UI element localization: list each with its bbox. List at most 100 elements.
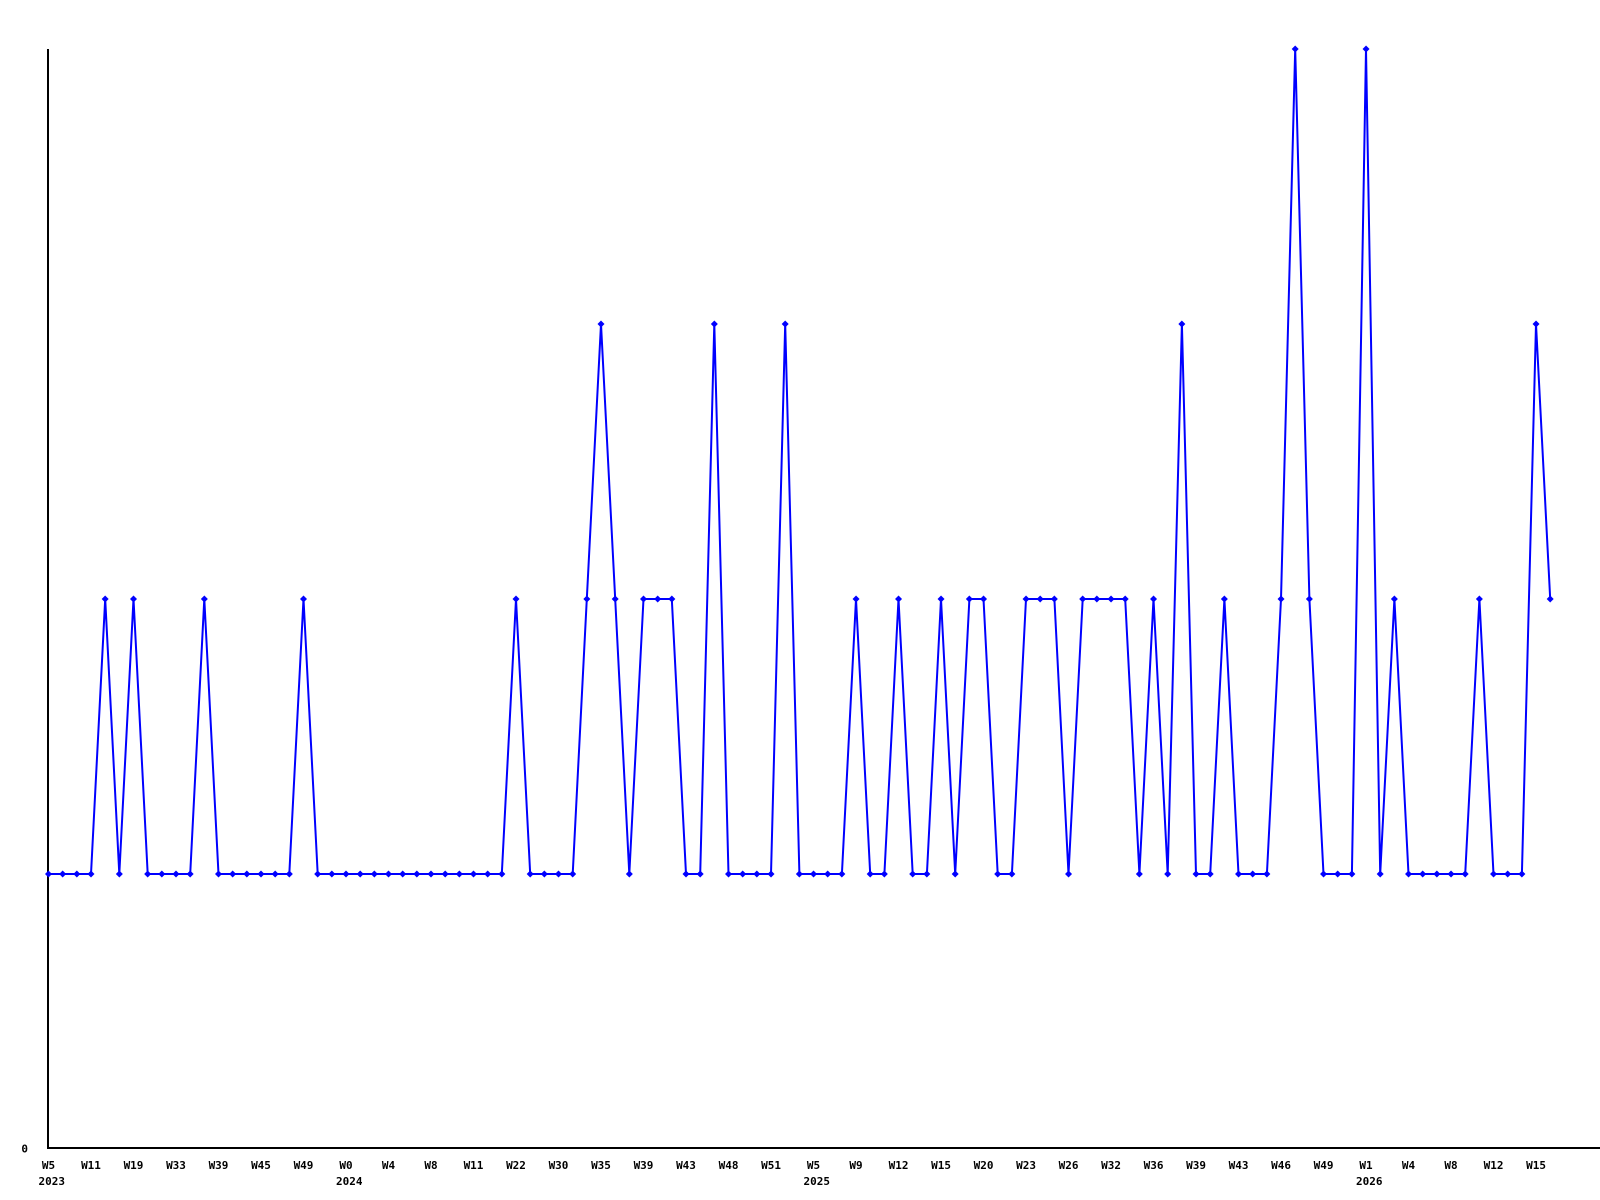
x-tick-week-label: W11	[464, 1159, 484, 1172]
data-point-marker	[87, 870, 95, 878]
data-point-marker	[682, 870, 690, 878]
x-tick-week-label: W36	[1144, 1159, 1164, 1172]
data-point-marker	[597, 320, 605, 328]
data-point-marker	[1320, 870, 1328, 878]
data-point-marker	[866, 870, 874, 878]
data-line	[48, 48, 1552, 875]
data-point-marker	[200, 595, 208, 603]
x-tick-week-label: W35	[591, 1159, 611, 1172]
data-point-marker	[45, 870, 52, 878]
data-point-marker	[498, 870, 506, 878]
data-point-marker	[810, 870, 818, 878]
x-tick-week-label: W1	[1359, 1159, 1373, 1172]
data-point-marker	[229, 870, 237, 878]
data-point-marker	[923, 870, 931, 878]
data-point-marker	[1305, 595, 1313, 603]
x-tick-week-label: W51	[761, 1159, 781, 1172]
x-tick-week-label: W4	[1402, 1159, 1416, 1172]
x-tick-week-label: W33	[166, 1159, 186, 1172]
data-point-marker	[526, 870, 534, 878]
x-tick-week-label: W39	[634, 1159, 654, 1172]
x-tick-week-label: W39	[1186, 1159, 1206, 1172]
data-point-marker	[455, 870, 463, 878]
x-tick-week-label: W12	[889, 1159, 909, 1172]
data-point-marker	[1008, 870, 1016, 878]
x-tick-week-label: W15	[931, 1159, 951, 1172]
data-point-marker	[1532, 320, 1540, 328]
data-point-marker	[399, 870, 407, 878]
x-tick-week-label: W26	[1059, 1159, 1079, 1172]
x-tick-week-label: W11	[81, 1159, 101, 1172]
data-point-marker	[130, 595, 138, 603]
data-point-marker	[1419, 870, 1427, 878]
x-tick-week-label: W43	[1229, 1159, 1249, 1172]
x-tick-week-label: W32	[1101, 1159, 1121, 1172]
x-tick-week-label: W9	[849, 1159, 862, 1172]
x-tick-week-label: W45	[251, 1159, 271, 1172]
x-tick-week-label: W5	[42, 1159, 55, 1172]
data-point-marker	[385, 870, 393, 878]
data-point-marker	[328, 870, 336, 878]
data-point-marker	[1164, 870, 1172, 878]
data-point-marker	[1433, 870, 1441, 878]
data-point-marker	[1079, 595, 1087, 603]
data-point-marker	[994, 870, 1002, 878]
data-point-marker	[1277, 595, 1285, 603]
x-tick-week-label: W48	[719, 1159, 739, 1172]
data-point-marker	[101, 595, 109, 603]
x-tick-year-label: 2023	[39, 1175, 66, 1188]
x-tick-week-label: W19	[124, 1159, 144, 1172]
data-point-marker	[1050, 595, 1058, 603]
data-point-marker	[1150, 595, 1158, 603]
data-point-marker	[484, 870, 492, 878]
x-tick-year-label: 2024	[336, 1175, 363, 1188]
data-point-marker	[895, 595, 903, 603]
data-point-marker	[824, 870, 832, 878]
data-point-marker	[1546, 595, 1554, 603]
x-tick-year-label: 2025	[804, 1175, 831, 1188]
data-point-marker	[1475, 595, 1483, 603]
data-point-marker	[781, 320, 789, 328]
data-point-marker	[512, 595, 520, 603]
data-point-marker	[413, 870, 421, 878]
data-point-marker	[356, 870, 364, 878]
x-tick-week-label: W22	[506, 1159, 526, 1172]
data-point-marker	[115, 870, 123, 878]
x-tick-week-label: W43	[676, 1159, 696, 1172]
data-point-marker	[838, 870, 846, 878]
x-tick-week-label: W8	[424, 1159, 437, 1172]
data-point-marker	[172, 870, 180, 878]
data-point-marker	[1249, 870, 1257, 878]
x-tick-week-label: W0	[339, 1159, 352, 1172]
data-point-marker	[1518, 870, 1526, 878]
data-point-marker	[1065, 870, 1073, 878]
data-point-marker	[753, 870, 761, 878]
data-point-marker	[1461, 870, 1469, 878]
data-point-marker	[1447, 870, 1455, 878]
data-point-marker	[1093, 595, 1101, 603]
data-point-marker	[1334, 870, 1342, 878]
x-tick-week-label: W23	[1016, 1159, 1036, 1172]
data-point-marker	[1263, 870, 1271, 878]
data-point-marker	[1178, 320, 1186, 328]
data-point-marker	[300, 595, 308, 603]
y-axis-zero-label: 0	[21, 1143, 28, 1156]
data-point-marker	[441, 870, 449, 878]
x-tick-week-label: W5	[807, 1159, 820, 1172]
x-tick-week-label: W39	[209, 1159, 229, 1172]
data-point-marker	[285, 870, 293, 878]
data-point-marker	[243, 870, 251, 878]
data-point-marker	[1390, 595, 1398, 603]
data-point-marker	[569, 870, 577, 878]
data-point-marker	[725, 870, 733, 878]
data-point-marker	[1036, 595, 1044, 603]
data-point-marker	[710, 320, 718, 328]
x-tick-year-label: 2026	[1356, 1175, 1383, 1188]
data-point-marker	[1348, 870, 1356, 878]
data-point-marker	[1121, 595, 1129, 603]
x-tick-week-label: W49	[1314, 1159, 1334, 1172]
data-point-marker	[937, 595, 945, 603]
data-point-marker	[1504, 870, 1512, 878]
